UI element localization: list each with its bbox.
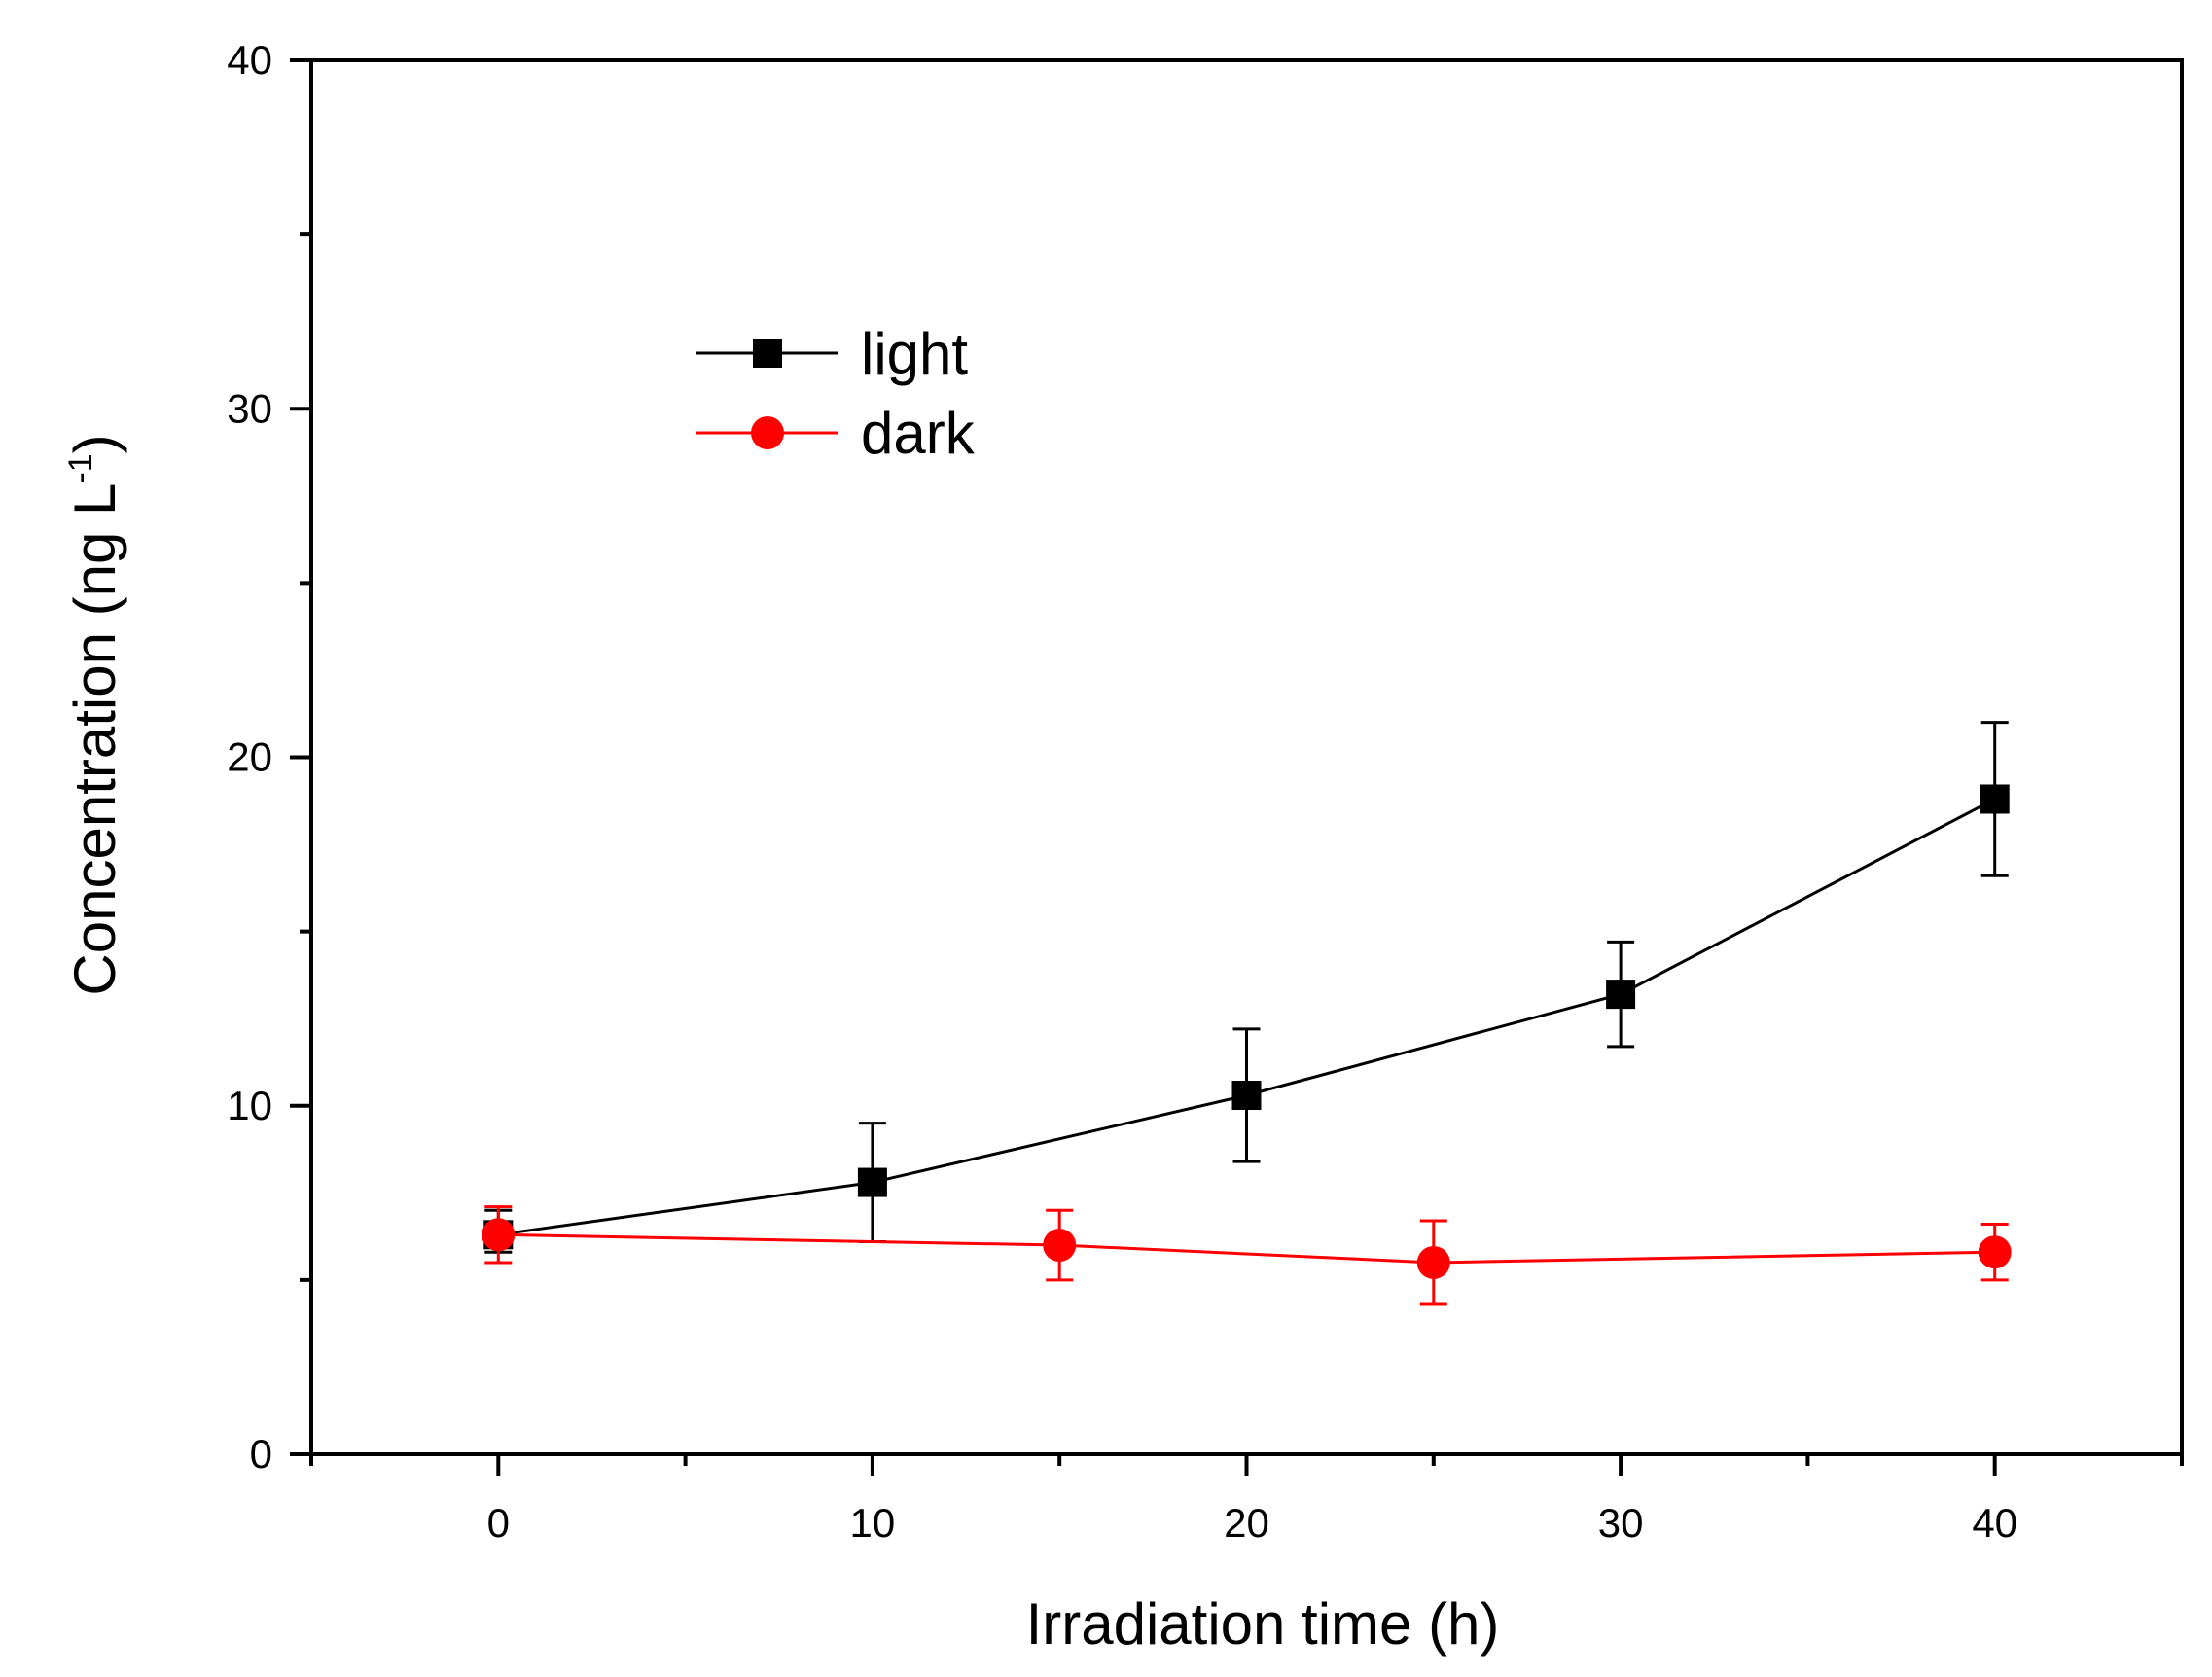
- y-axis: 0 10 20 30 40: [227, 37, 311, 1477]
- data-point-dark: [1416, 1245, 1450, 1279]
- series-line-light: [498, 798, 1996, 1236]
- data-point-light: [1606, 980, 1636, 1010]
- x-axis: 0 10 20 30 40: [309, 1454, 2184, 1546]
- legend-marker-dark: [751, 416, 784, 449]
- plot-frame: [309, 58, 2184, 1456]
- legend: light dark: [696, 321, 976, 466]
- series-dark: [482, 1205, 2012, 1306]
- series-group: [482, 721, 2012, 1306]
- y-axis-title: Concentration (ng L-1): [62, 434, 127, 995]
- series-line-dark: [498, 1232, 1995, 1265]
- y-tick-label: 30: [227, 385, 272, 431]
- legend-marker-light: [753, 339, 782, 368]
- x-tick-label: 30: [1598, 1500, 1644, 1546]
- x-axis-title: Irradiation time (h): [1026, 1591, 1500, 1657]
- data-point-light: [857, 1167, 887, 1197]
- series-light: [483, 721, 2010, 1254]
- plot-border: [309, 58, 2184, 1456]
- x-tick-label: 40: [1972, 1500, 2017, 1546]
- data-point-dark: [1043, 1229, 1077, 1263]
- data-point-dark: [1978, 1235, 2012, 1269]
- y-axis-title-superscript: -1: [62, 453, 99, 482]
- legend-label-dark: dark: [861, 401, 976, 466]
- y-tick-label: 0: [250, 1431, 272, 1477]
- y-tick-label: 10: [227, 1083, 272, 1128]
- data-point-light: [1980, 784, 2010, 814]
- y-axis-title-main: Concentration (ng L: [62, 483, 127, 996]
- x-tick-label: 10: [850, 1500, 896, 1546]
- x-tick-label: 0: [487, 1500, 510, 1546]
- legend-label-light: light: [861, 321, 968, 386]
- y-tick-label: 20: [227, 734, 272, 780]
- y-tick-label: 40: [227, 37, 272, 83]
- x-tick-label: 20: [1224, 1500, 1269, 1546]
- y-axis-title-close: ): [62, 434, 127, 453]
- data-point-dark: [482, 1218, 516, 1252]
- data-point-light: [1231, 1081, 1262, 1111]
